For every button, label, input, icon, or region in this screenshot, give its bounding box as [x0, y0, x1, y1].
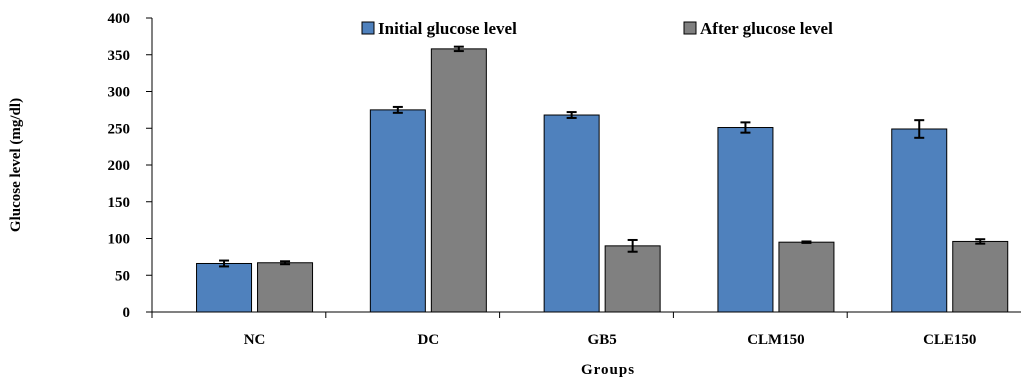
- y-tick-label: 400: [108, 11, 131, 27]
- y-tick-label: 100: [108, 232, 131, 248]
- legend-swatch: [361, 21, 375, 35]
- y-tick-label: 50: [115, 268, 130, 284]
- bar-after-dc: [430, 48, 487, 313]
- bar-initial-dc: [369, 109, 426, 313]
- bar-after-cle150: [952, 240, 1009, 313]
- bar-initial-clm150: [717, 127, 774, 313]
- x-tick-label: DC: [418, 332, 440, 348]
- bar-initial-nc: [196, 262, 253, 313]
- y-tick-label: 350: [108, 48, 131, 64]
- legend-label: After glucose level: [700, 19, 833, 38]
- legend-swatch: [683, 21, 697, 35]
- x-tick-label: NC: [244, 332, 266, 348]
- bar-after-nc: [257, 262, 314, 313]
- legend-label: Initial glucose level: [378, 19, 517, 38]
- y-axis-ticks: 0 50 100 150 200 250 300 350 400: [108, 11, 152, 321]
- y-tick-label: 250: [108, 121, 131, 137]
- x-axis-title: Groups: [581, 362, 635, 378]
- y-axis-title: Glucose level (mg/dl): [8, 98, 24, 232]
- bars: [196, 48, 1009, 313]
- bar-after-gb5: [604, 245, 661, 313]
- x-tick-label: CLM150: [747, 332, 805, 348]
- bar-initial-cle150: [891, 128, 948, 313]
- x-axis-ticks: NC DC GB5 CLM150 CLE150: [151, 312, 976, 348]
- bar-after-clm150: [778, 241, 835, 313]
- y-tick-label: 150: [108, 195, 131, 211]
- y-tick-label: 300: [108, 85, 131, 101]
- y-tick-label: 200: [108, 158, 131, 174]
- x-tick-label: CLE150: [923, 332, 976, 348]
- bar-initial-gb5: [543, 114, 600, 313]
- legend: Initial glucose level After glucose level: [361, 19, 833, 38]
- x-tick-label: GB5: [588, 332, 617, 348]
- error-bars: [219, 45, 986, 268]
- y-tick-label: 0: [123, 305, 131, 321]
